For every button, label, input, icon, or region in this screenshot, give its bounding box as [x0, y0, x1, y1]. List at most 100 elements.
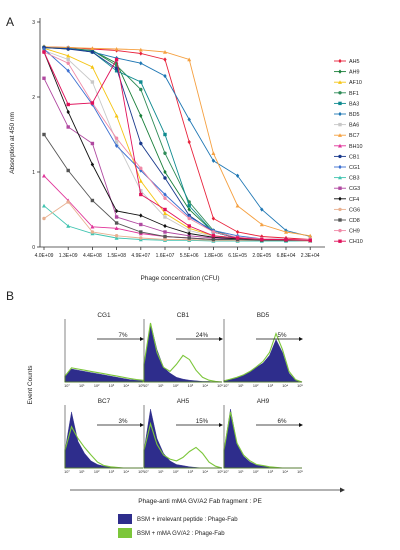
legend-label: BSM + mMA GV/A2 : Phage-Fab	[137, 531, 225, 537]
legend-label: CG6	[349, 207, 360, 213]
series-line-cg1	[43, 48, 311, 240]
legend-item-bf1: BF1	[334, 91, 359, 97]
data-point-bc7	[235, 203, 240, 208]
data-point-ch10	[235, 236, 240, 240]
histogram-cb1: CB1 10° 10¹ 10² 10³ 10⁴ 10⁵ 24%	[143, 312, 223, 388]
x-tick-label: 5.5E+06	[180, 253, 199, 259]
histogram-tick-label: 10¹	[158, 470, 164, 474]
data-point-ba3	[163, 132, 167, 137]
histogram-panel-b: B Event Counts CG1 10° 10¹ 10² 10³ 10⁴ 10⁵ 7% CB…	[6, 289, 345, 538]
gate-arrowhead	[219, 423, 223, 427]
x-tick-label: 1.8E+06	[204, 253, 223, 259]
x-tick-label: 2.0E+05	[252, 253, 271, 259]
legend-item-ch10: CH10	[334, 239, 363, 245]
legend-item-bc7: BC7	[334, 133, 360, 139]
data-point-ah5	[139, 51, 143, 56]
data-point-ah9	[114, 61, 119, 66]
legend-item-ch9: CH9	[334, 229, 360, 235]
panel-b-x-axis-arrowhead	[340, 487, 345, 493]
specific-histogram	[64, 367, 144, 383]
legend-label: CF4	[349, 197, 359, 203]
histogram-title: BC7	[98, 398, 111, 405]
x-tick-label: 2.3E+04	[301, 253, 320, 259]
series-ch10	[42, 50, 312, 242]
gate-arrowhead	[299, 423, 303, 427]
data-point-ch10	[114, 57, 119, 62]
legend-label: BSM + irrelevant peptide : Phage-Fab	[137, 517, 238, 523]
legend-label: AH5	[349, 59, 360, 65]
gate-arrowhead	[219, 337, 223, 341]
histogram-tick-label: 10³	[188, 470, 194, 474]
panel-b-histograms: CG1 10° 10¹ 10² 10³ 10⁴ 10⁵ 7% CB1 10° 10¹ 10² 10³ 10…	[64, 312, 303, 474]
legend-label: BF1	[349, 91, 359, 97]
legend-marker	[338, 122, 342, 127]
histogram-tick-label: 10¹	[238, 470, 244, 474]
legend-marker	[338, 207, 342, 212]
data-point-ch9	[163, 196, 167, 200]
data-point-bc7	[284, 230, 288, 234]
data-point-cb1	[114, 66, 119, 71]
data-point-cg3	[90, 141, 95, 146]
series-line-cg3	[43, 78, 311, 241]
panel-b-x-axis-title: Phage-anti mMA GV/A2 Fab fragment : PE	[138, 498, 262, 505]
data-point-cd8	[90, 198, 95, 203]
control-histogram	[143, 322, 222, 383]
x-tick-label: 4.9E+07	[131, 253, 150, 259]
legend-label: CB3	[349, 176, 360, 182]
legend-marker	[338, 133, 342, 137]
legend-marker	[338, 218, 342, 222]
legend-label: AF10	[349, 80, 362, 86]
series-bc7	[42, 44, 313, 238]
series-ch9	[42, 50, 312, 242]
histogram-title: AH9	[257, 398, 270, 405]
data-point-ba6	[90, 80, 95, 84]
series-line-af10	[43, 47, 311, 240]
series-line-cd8	[43, 134, 311, 241]
panel-a-x-ticks: 4.0E+09 1.3E+09 4.4E+08 1.5E+08 4.9E+07 1.6E+…	[35, 247, 320, 259]
data-point-ah9	[163, 169, 167, 175]
histogram-tick-label: 10³	[109, 470, 115, 474]
data-point-cg1	[42, 46, 46, 52]
gate-percentage: 6%	[278, 418, 287, 425]
data-point-cf4	[90, 162, 95, 167]
legend-item-cd8: CD8	[334, 218, 360, 224]
data-point-cg1	[66, 68, 70, 73]
data-point-cg3	[187, 234, 191, 238]
data-point-ba6	[139, 189, 143, 193]
data-point-bh10	[42, 173, 46, 178]
histogram-tick-label: 10¹	[79, 384, 85, 388]
data-point-bc7	[308, 233, 313, 238]
panel-a-y-ticks: 0 1 2 3	[32, 20, 40, 251]
data-point-ch9	[139, 166, 143, 170]
legend-label: BD5	[349, 112, 360, 118]
data-point-cb3	[66, 224, 71, 228]
y-tick-label: 3	[32, 20, 35, 26]
data-point-cb3	[42, 203, 46, 208]
series-line-ah5	[43, 46, 311, 240]
panel-b-y-axis-title: Event Counts	[27, 365, 34, 405]
data-point-bc7	[114, 47, 119, 51]
histogram-tick-label: 10⁴	[282, 384, 288, 388]
legend-marker	[338, 154, 342, 159]
data-point-cg3	[66, 125, 70, 129]
gate-percentage: 15%	[196, 418, 209, 425]
histogram-tick-label: 10⁴	[202, 470, 208, 474]
histogram-tick-label: 10¹	[79, 470, 85, 474]
data-point-ah5	[187, 139, 191, 145]
histogram-tick-label: 10²	[173, 384, 179, 388]
data-point-cb1	[139, 141, 143, 146]
data-point-af10	[66, 53, 71, 58]
x-tick-label: 6.8E+04	[277, 253, 296, 259]
data-point-ch9	[187, 216, 191, 221]
y-tick-label: 2	[32, 95, 35, 101]
legend-label: CB1	[349, 154, 360, 160]
histogram-tick-label: 10⁴	[123, 384, 129, 388]
data-point-ch9	[66, 61, 70, 65]
histogram-tick-label: 10²	[94, 470, 100, 474]
data-point-cg6	[66, 200, 70, 204]
data-point-cg3	[163, 230, 167, 234]
histogram-ah5: AH5 10° 10¹ 10² 10³ 10⁴ 10⁵ 15%	[143, 398, 223, 474]
legend-marker	[338, 164, 342, 170]
data-point-ba6	[163, 215, 167, 219]
histogram-tick-label: 10¹	[238, 384, 244, 388]
